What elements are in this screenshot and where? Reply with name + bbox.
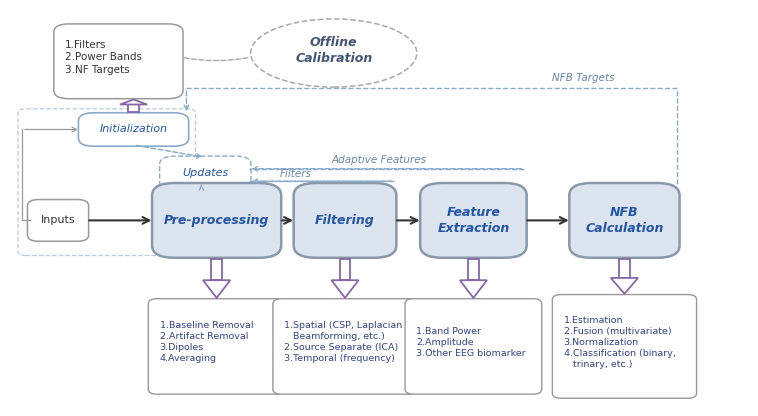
Text: NFB
Calculation: NFB Calculation [585, 206, 664, 235]
Text: Adaptive Features: Adaptive Features [331, 155, 427, 165]
FancyBboxPatch shape [420, 183, 527, 258]
Text: Feature
Extraction: Feature Extraction [437, 206, 509, 235]
Polygon shape [120, 99, 147, 104]
FancyBboxPatch shape [273, 299, 417, 394]
Text: Filtering: Filtering [315, 214, 375, 227]
Text: Pre-processing: Pre-processing [164, 214, 269, 227]
Text: 1.Spatial (CSP, Laplacian
   Beamforming, etc.)
2.Source Separate (ICA)
3.Tempor: 1.Spatial (CSP, Laplacian Beamforming, e… [284, 321, 402, 364]
FancyBboxPatch shape [78, 113, 189, 146]
Polygon shape [331, 280, 359, 298]
Polygon shape [460, 280, 487, 298]
FancyBboxPatch shape [160, 156, 251, 190]
Text: NFB Targets: NFB Targets [552, 73, 614, 83]
Polygon shape [203, 280, 230, 298]
FancyBboxPatch shape [27, 200, 89, 241]
Text: 1.Estimation
2.Fusion (multivariate)
3.Normalization
4.Classification (binary,
 : 1.Estimation 2.Fusion (multivariate) 3.N… [564, 316, 675, 369]
Text: Offline
Calibration: Offline Calibration [295, 37, 372, 65]
Ellipse shape [251, 19, 417, 87]
FancyBboxPatch shape [405, 299, 542, 394]
FancyBboxPatch shape [569, 183, 680, 258]
Polygon shape [128, 104, 139, 112]
FancyBboxPatch shape [149, 299, 285, 394]
Polygon shape [619, 259, 630, 278]
Text: Initialization: Initialization [99, 124, 168, 134]
Text: 1.Band Power
2.Amplitude
3.Other EEG biomarker: 1.Band Power 2.Amplitude 3.Other EEG bio… [416, 327, 526, 358]
Text: 1.Filters
2.Power Bands
3.NF Targets: 1.Filters 2.Power Bands 3.NF Targets [65, 40, 143, 74]
FancyBboxPatch shape [54, 24, 183, 99]
Text: Inputs: Inputs [41, 215, 75, 225]
FancyBboxPatch shape [152, 183, 281, 258]
Polygon shape [611, 278, 638, 294]
Text: 1.Baseline Removal
2.Artifact Removal
3.Dipoles
4.Averaging: 1.Baseline Removal 2.Artifact Removal 3.… [160, 321, 253, 364]
Text: Updates: Updates [182, 168, 228, 178]
Polygon shape [468, 259, 479, 280]
Polygon shape [211, 259, 222, 280]
Text: Filters: Filters [280, 169, 312, 179]
Polygon shape [340, 259, 350, 280]
FancyBboxPatch shape [553, 295, 697, 398]
FancyBboxPatch shape [293, 183, 396, 258]
